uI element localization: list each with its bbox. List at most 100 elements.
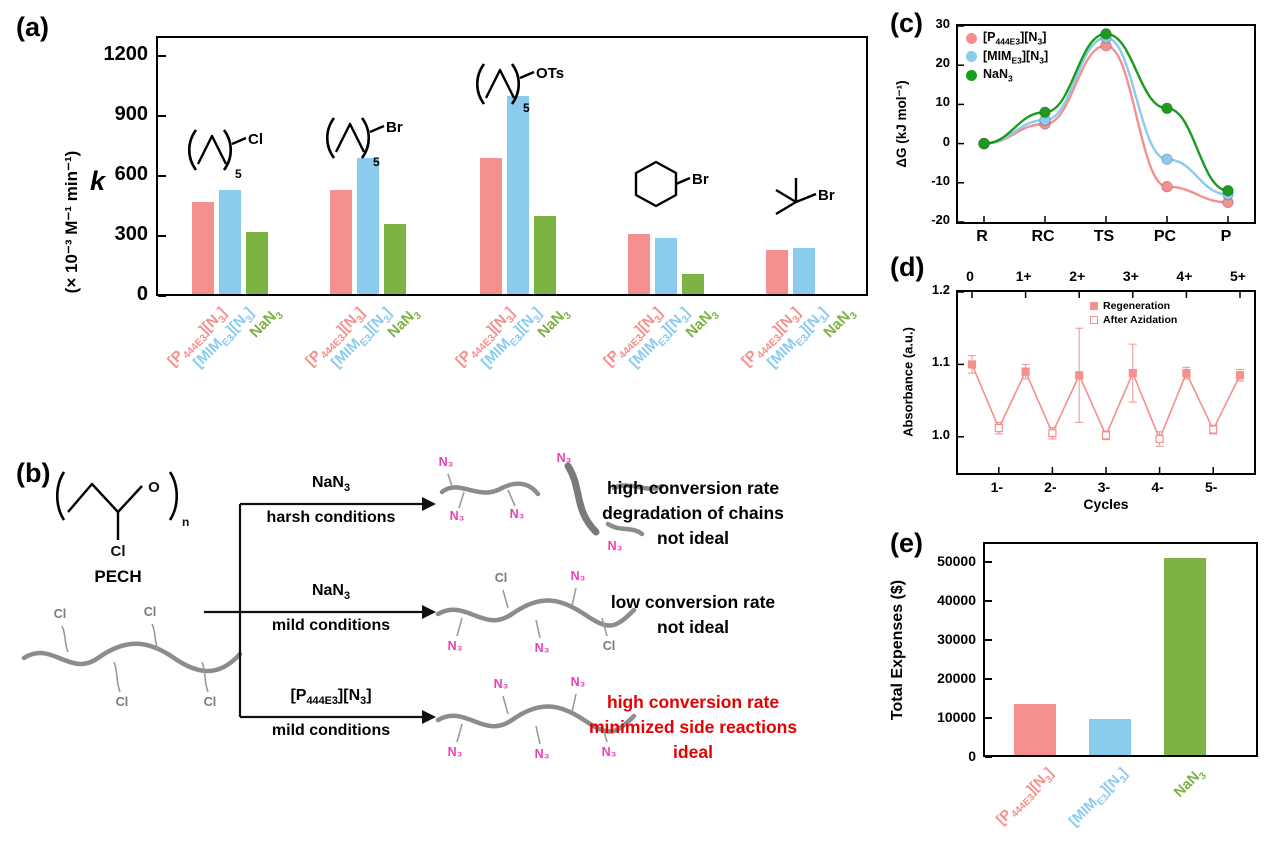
panel-d-marker-azidation (994, 424, 1003, 433)
panel-c-legend-label: NaN3 (983, 67, 1013, 84)
substrate-structure-hexyl-chloride: 5 Cl (187, 129, 263, 181)
panel-e-tickmark (985, 599, 992, 602)
panel-d-top-axis-label: 0 (966, 268, 974, 284)
outcome-1: high conversion rate degradation of chai… (563, 476, 823, 551)
panel-a-label: (a) (16, 12, 49, 42)
panel-d-top-axis-label: 3+ (1122, 268, 1139, 284)
circle-marker-icon (966, 51, 977, 63)
panel-c-xtick: P (1220, 228, 1232, 245)
chloride-pendant-label: Cl (54, 607, 67, 621)
panel-d-legend: Regeneration After Azidation (1090, 300, 1177, 326)
panel-a-ytick: 1200 (103, 43, 149, 65)
panel-e-tickmark (985, 638, 992, 641)
outcome-3-line-3: ideal (673, 742, 713, 762)
panel-a-xlabel: NaN3 (682, 308, 723, 342)
panel-c-legend-item: NaN3 (966, 67, 1048, 84)
panel-e-tickmark (985, 716, 992, 719)
reagent-3: [P444E3][N3] (290, 687, 372, 708)
panel-d-chart (958, 291, 1245, 473)
pendant-bond (456, 723, 463, 743)
arrowhead-3 (422, 710, 436, 724)
reagent-2: NaN3 (311, 582, 351, 603)
reagent-1: NaN3 (311, 474, 351, 495)
outcome-3-line-2: minimized side reactions (588, 717, 798, 737)
panel-d-ytick: 1.0 (931, 426, 950, 442)
partially-azidated-chain (435, 598, 637, 628)
branch-connector (204, 504, 242, 717)
alkyl-zigzag (484, 68, 516, 99)
panel-c-marker (1039, 106, 1051, 118)
panel-e-ytick: 50000 (937, 552, 976, 569)
panel-a-tickmark (158, 55, 166, 57)
panel-d-marker-regeneration (1128, 368, 1137, 378)
panel-e-tickmark (985, 560, 992, 563)
panel-d-line (971, 364, 1241, 442)
right-bracket (168, 471, 179, 521)
azide-pendant-label: N₃ (448, 639, 463, 653)
pendant-bond (502, 695, 509, 715)
panel-a-ytick: 900 (114, 103, 148, 125)
azide-pendant-label: N₃ (450, 509, 465, 523)
panel-a-tickmark (158, 175, 166, 177)
right-paren (360, 117, 371, 159)
leaving-group-label: Br (818, 187, 835, 204)
panel-c: (c) ΔG (kJ mol⁻¹) [P444E3][N3] [MIME3][N3… (878, 4, 1267, 250)
pech-backbone (67, 482, 143, 514)
panel-d-ytick: 1.1 (931, 354, 950, 370)
panel-e-ytick: 40000 (937, 591, 976, 608)
panel-e-xlabel: [P444E3][N3] (993, 765, 1057, 829)
panel-d-marker-regeneration (1021, 367, 1030, 376)
arrowhead-2 (422, 605, 436, 619)
panel-c-legend-item: [P444E3][N3] (966, 30, 1048, 47)
azide-pendant-label: N₃ (571, 675, 586, 689)
pendant-bond (456, 617, 463, 637)
panel-a-xlabel: NaN3 (820, 308, 861, 342)
panel-a-bar (766, 250, 788, 294)
panel-d-legend-item-azidation: After Azidation (1090, 314, 1177, 326)
left-paren (187, 129, 198, 171)
panel-d-marker-regeneration (1075, 371, 1084, 380)
panel-a-bar (192, 202, 214, 294)
panel-a-xlabel: NaN3 (246, 308, 287, 342)
panel-a-bar (655, 238, 677, 294)
panel-c-ytick: 20 (935, 55, 950, 71)
panel-c-ytick: -20 (931, 212, 950, 227)
substrate-structure-tert-butyl-bromide: Br (775, 178, 835, 216)
azide-pendant-label: N₃ (510, 507, 525, 521)
bond (519, 70, 535, 80)
panel-d-marker-regeneration (967, 360, 977, 369)
outcome-1-line-1: high conversion rate (606, 478, 780, 498)
panel-d-marker-azidation (1048, 429, 1057, 438)
pendant-bond (113, 661, 121, 693)
panel-e-ytick: 10000 (937, 708, 976, 725)
panel-e-tickmark (985, 677, 992, 680)
bond (231, 136, 247, 146)
chloride-pendant-label: Cl (495, 571, 508, 585)
pendant-bond (447, 473, 453, 487)
panel-a-bar (480, 158, 502, 294)
pendant-bond (151, 623, 159, 651)
panel-a-bar (507, 96, 529, 294)
right-paren (222, 129, 233, 171)
circle-marker-icon (966, 32, 977, 44)
substrate-structure-hexyl-tosylate: 5 OTs (475, 63, 564, 115)
arrowhead-1 (422, 497, 436, 511)
panel-c-legend-label: [MIME3][N3] (983, 48, 1049, 66)
left-bracket (55, 471, 66, 521)
condition-1: harsh conditions (266, 509, 396, 526)
panel-c-legend-label: [P444E3][N3] (983, 30, 1047, 47)
panel-c-marker (1161, 181, 1173, 193)
panel-a-bar (330, 190, 352, 294)
panel-a-tickmark (158, 295, 166, 297)
panel-a-tickmark (158, 235, 166, 237)
panel-d-marker-regeneration (1182, 368, 1191, 378)
panel-c-marker (978, 137, 990, 150)
panel-c-ytick: 10 (935, 94, 950, 110)
pendant-bond (535, 619, 541, 639)
outcome-1-line-3: not ideal (657, 528, 729, 548)
pendant-bond (458, 491, 465, 509)
repeat-count-label: 5 (373, 155, 380, 169)
panel-a-ylabel-k: k (90, 166, 106, 196)
filled-square-marker-icon (1090, 302, 1098, 310)
panel-c-marker (1161, 102, 1173, 115)
